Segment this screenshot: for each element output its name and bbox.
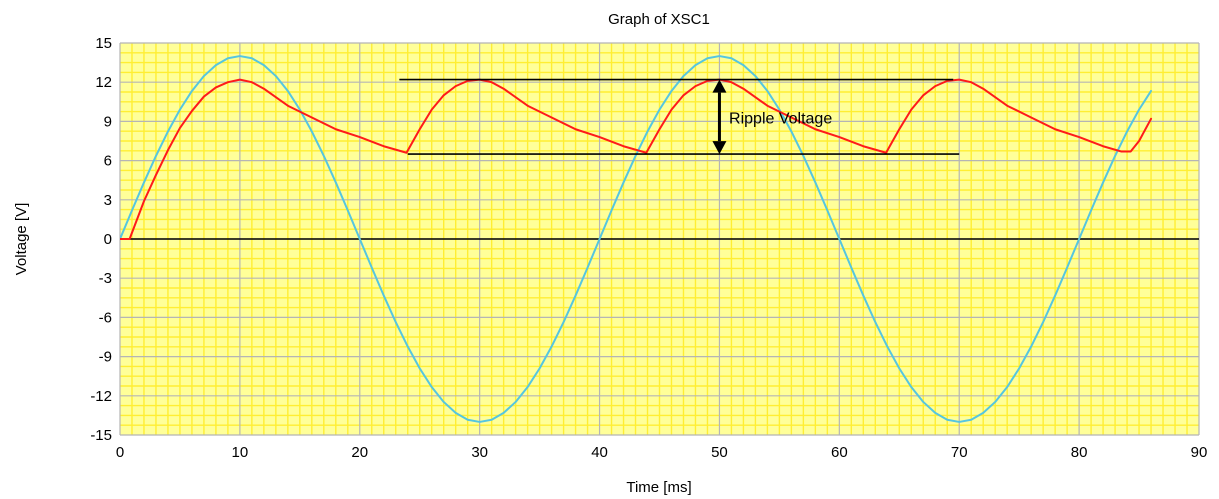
- ripple-voltage-label: Ripple Voltage: [729, 110, 832, 127]
- x-tick-label: 90: [1191, 444, 1208, 461]
- series-line-sine: [120, 55, 1153, 423]
- y-tick-label: -3: [99, 270, 112, 287]
- x-tick-label: 80: [1071, 444, 1088, 461]
- y-tick-label: -9: [99, 349, 112, 366]
- x-tick-label: 60: [831, 444, 848, 461]
- x-tick-label: 40: [591, 444, 608, 461]
- chart-title: Graph of XSC1: [608, 11, 710, 28]
- x-tick-label: 0: [116, 444, 124, 461]
- y-tick-label: 3: [104, 192, 112, 209]
- y-tick-label: -12: [90, 388, 112, 405]
- y-tick-label: 12: [95, 74, 112, 91]
- y-tick-label: 6: [104, 153, 112, 170]
- y-tick-label: -6: [99, 309, 112, 326]
- ripple-arrow-head-up: [712, 79, 727, 93]
- y-tick-label: 15: [95, 35, 112, 52]
- y-tick-label: -15: [90, 427, 112, 444]
- x-tick-label: 10: [232, 444, 249, 461]
- x-axis-label: Time [ms]: [626, 479, 691, 496]
- annotation-layer: Ripple Voltage: [399, 78, 960, 155]
- y-tick-label: 0: [104, 231, 112, 248]
- x-tick-label: 50: [711, 444, 728, 461]
- y-tick-labels: 15 12 9 6 3 0 -3 -6 -9 -12 -15: [90, 35, 112, 444]
- x-tick-label: 20: [351, 444, 368, 461]
- x-tick-labels: 0 10 20 30 40 50 60 70 80 90: [116, 444, 1208, 461]
- x-tick-label: 30: [471, 444, 488, 461]
- series-line-rectified: [120, 78, 1153, 240]
- series-layer: [120, 55, 1153, 423]
- x-tick-label: 70: [951, 444, 968, 461]
- y-axis-label: Voltage [V]: [13, 203, 30, 276]
- y-tick-label: 9: [104, 113, 112, 130]
- ripple-arrow-head-down: [712, 141, 727, 155]
